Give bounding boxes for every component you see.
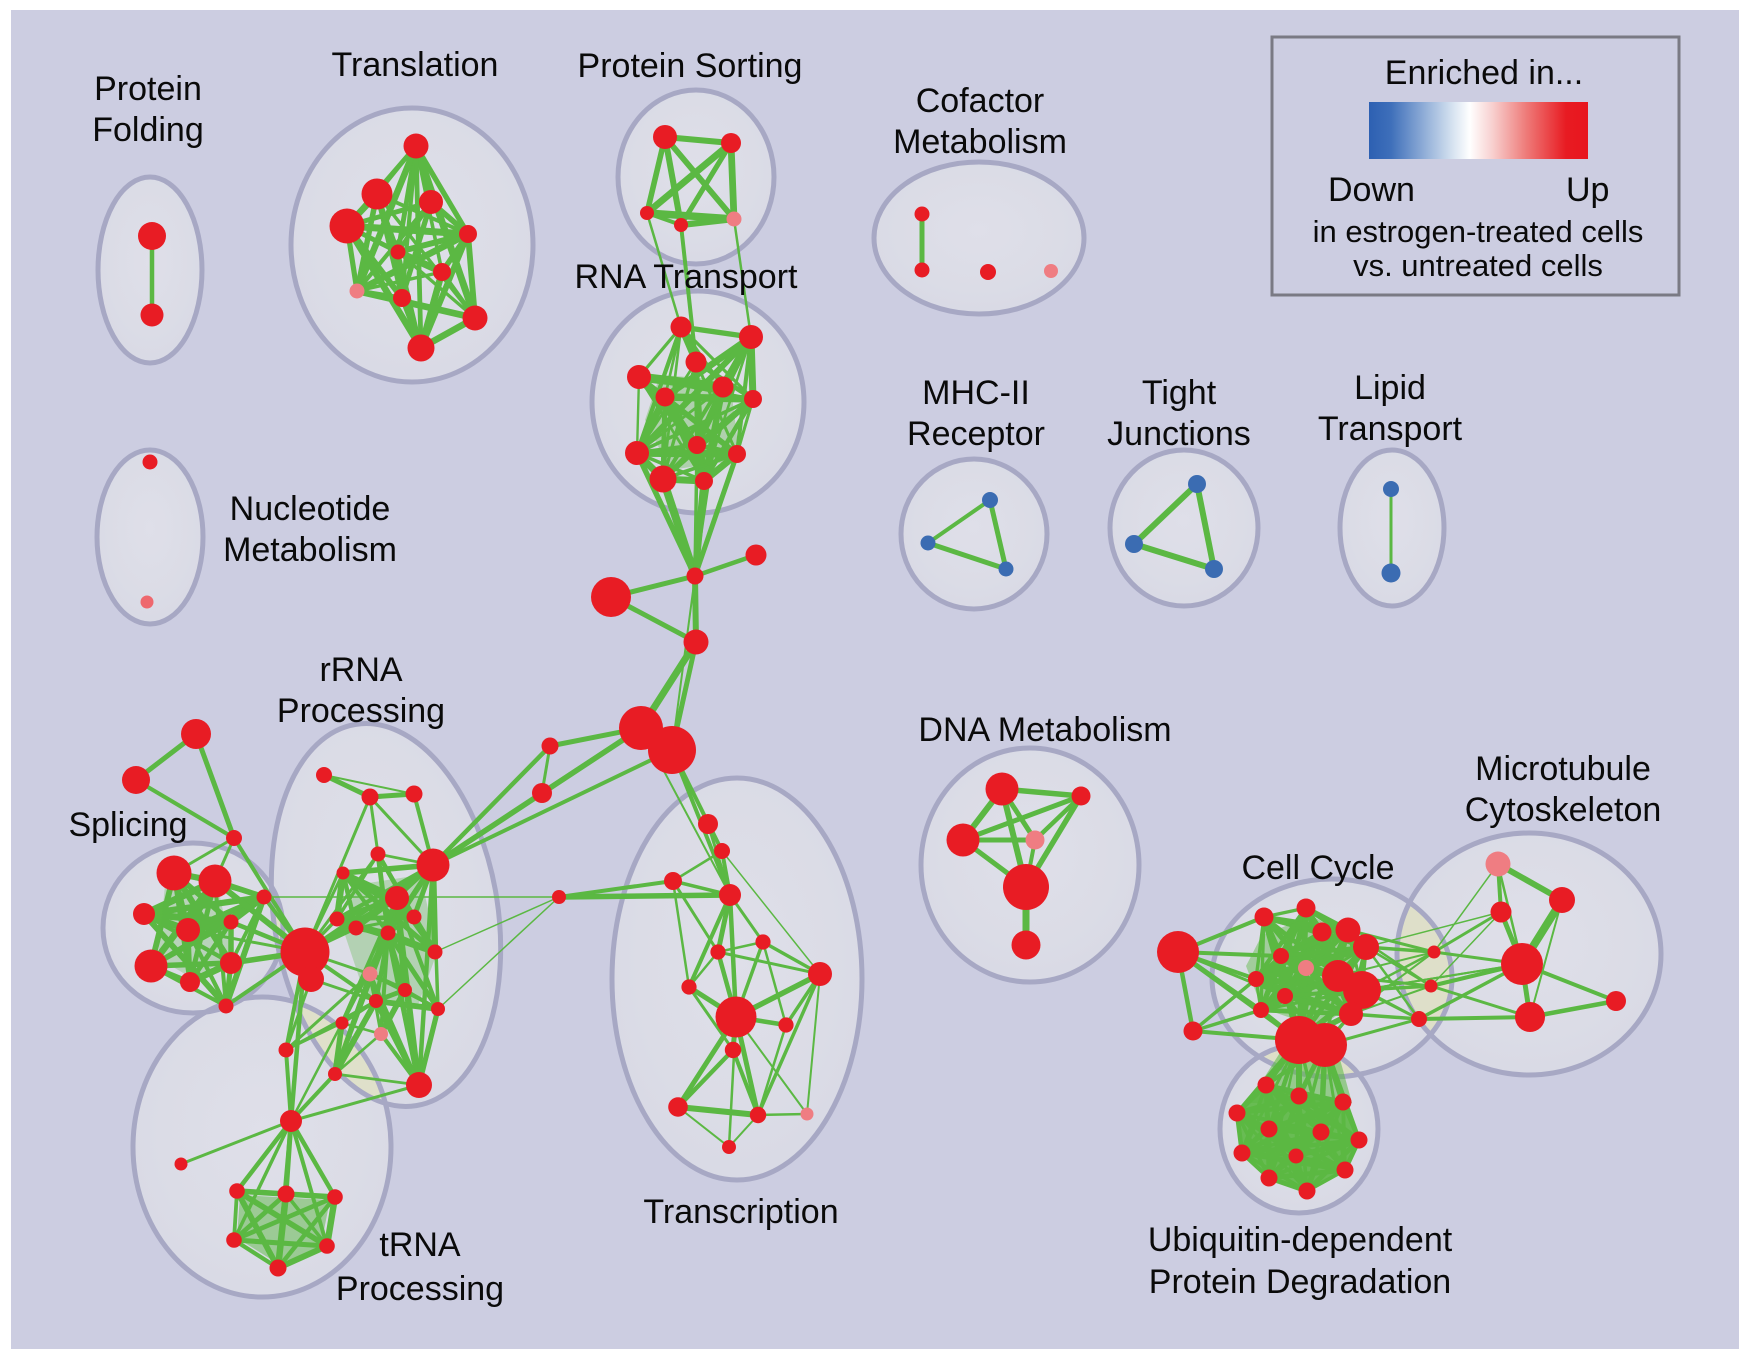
- svg-text:vs. untreated cells: vs. untreated cells: [1353, 248, 1603, 283]
- svg-text:Metabolism: Metabolism: [223, 531, 397, 569]
- svg-text:Microtubule: Microtubule: [1475, 750, 1651, 788]
- svg-text:Junctions: Junctions: [1107, 415, 1251, 453]
- svg-text:Transcription: Transcription: [643, 1193, 838, 1231]
- svg-text:Nucleotide: Nucleotide: [230, 490, 391, 528]
- svg-text:Protein Sorting: Protein Sorting: [578, 47, 803, 85]
- svg-text:DNA Metabolism: DNA Metabolism: [918, 711, 1171, 749]
- svg-text:Splicing: Splicing: [68, 806, 187, 844]
- svg-text:Processing: Processing: [277, 692, 445, 730]
- svg-text:Protein Degradation: Protein Degradation: [1149, 1263, 1451, 1301]
- svg-text:Lipid: Lipid: [1354, 369, 1426, 407]
- svg-text:Ubiquitin-dependent: Ubiquitin-dependent: [1148, 1221, 1453, 1259]
- svg-text:tRNA: tRNA: [379, 1226, 461, 1264]
- svg-text:Up: Up: [1566, 171, 1609, 209]
- svg-text:Protein: Protein: [94, 70, 202, 108]
- svg-text:MHC-II: MHC-II: [922, 374, 1030, 412]
- svg-text:Processing: Processing: [336, 1270, 504, 1308]
- svg-text:Translation: Translation: [332, 46, 499, 84]
- svg-text:Metabolism: Metabolism: [893, 123, 1067, 161]
- svg-text:Cell Cycle: Cell Cycle: [1241, 849, 1394, 887]
- svg-text:Receptor: Receptor: [907, 415, 1045, 453]
- svg-text:Tight: Tight: [1142, 374, 1217, 412]
- svg-text:rRNA: rRNA: [319, 651, 402, 689]
- svg-text:Cofactor: Cofactor: [916, 82, 1045, 120]
- svg-text:Transport: Transport: [1318, 410, 1463, 448]
- svg-text:Cytoskeleton: Cytoskeleton: [1465, 791, 1662, 829]
- svg-text:Folding: Folding: [92, 111, 204, 149]
- svg-text:Down: Down: [1328, 171, 1415, 209]
- svg-text:Enriched in...: Enriched in...: [1385, 54, 1583, 92]
- svg-text:RNA Transport: RNA Transport: [575, 258, 799, 296]
- svg-text:in estrogen-treated cells: in estrogen-treated cells: [1313, 214, 1644, 249]
